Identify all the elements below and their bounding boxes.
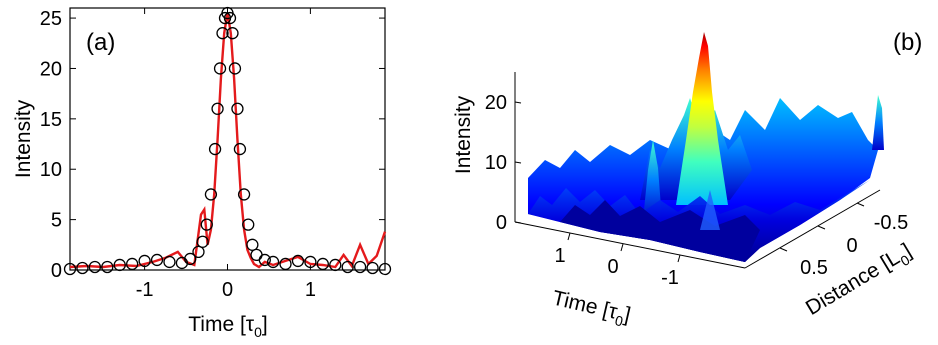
a-data-point bbox=[88, 260, 102, 274]
a-data-point bbox=[226, 27, 239, 40]
a-data-point bbox=[196, 235, 209, 248]
a-series bbox=[63, 6, 392, 276]
a-x-tick-label: 0 bbox=[222, 279, 233, 301]
a-y-tick-label: 25 bbox=[40, 8, 62, 30]
a-data-point bbox=[208, 142, 222, 156]
a-data-point bbox=[76, 261, 89, 275]
a-data-point bbox=[126, 257, 139, 271]
a-data-point bbox=[304, 255, 317, 269]
a-data-point bbox=[223, 11, 237, 25]
b-distance-tick bbox=[817, 225, 826, 230]
a-data-point bbox=[113, 258, 126, 272]
a-data-point bbox=[378, 262, 392, 276]
b-distance-tick-label: 0 bbox=[846, 235, 857, 257]
surface-main-peak bbox=[676, 32, 728, 205]
b-time-tick-label: 0 bbox=[607, 256, 618, 278]
b-time-tick bbox=[677, 254, 681, 263]
a-data-point bbox=[266, 255, 280, 269]
a-data-point bbox=[204, 188, 218, 201]
b-z-tick bbox=[514, 221, 522, 224]
a-y-tick-label: 20 bbox=[40, 58, 62, 80]
a-y-ticks: 0 5 10 15 20 25 bbox=[40, 8, 385, 282]
b-time-tick bbox=[620, 243, 624, 252]
a-data-point bbox=[200, 218, 213, 231]
b-time-axis-line bbox=[514, 221, 746, 269]
a-series-line bbox=[69, 12, 387, 269]
panel-b-label: (b) bbox=[893, 29, 922, 56]
axes-a-frame bbox=[69, 7, 386, 271]
b-z-tick-label: 0 bbox=[496, 212, 507, 234]
a-data-point bbox=[246, 238, 259, 251]
a-y-tick-label: 5 bbox=[51, 210, 62, 232]
a-data-point bbox=[63, 262, 77, 276]
surface-side-spike bbox=[643, 140, 662, 220]
b-time-tick-label: -1 bbox=[661, 267, 679, 289]
panel-a-label: (a) bbox=[86, 29, 115, 56]
b-distance-tick-label: 0.5 bbox=[800, 257, 828, 279]
a-data-point bbox=[192, 245, 205, 259]
b-z-axis-label: Intensity bbox=[452, 95, 475, 174]
b-z-tick-label: 20 bbox=[485, 92, 507, 114]
surface-front-tip bbox=[700, 190, 720, 230]
b-z-ticks: 0 10 20 bbox=[485, 92, 522, 234]
a-data-point bbox=[184, 252, 197, 266]
a-data-point bbox=[211, 102, 224, 115]
a-x-axis-label: Time [τ0] bbox=[188, 313, 268, 340]
a-data-point bbox=[341, 260, 354, 274]
b-distance-tick bbox=[779, 247, 788, 252]
a-data-point bbox=[228, 62, 242, 75]
a-data-point bbox=[366, 261, 379, 275]
a-x-tick-label: 1 bbox=[305, 279, 316, 301]
a-data-point bbox=[353, 260, 367, 274]
b-z-tick bbox=[514, 101, 522, 104]
a-data-point bbox=[329, 258, 342, 272]
a-y-tick-label: 10 bbox=[40, 159, 62, 181]
a-data-point bbox=[231, 102, 244, 115]
a-y-tick-label: 0 bbox=[51, 260, 62, 282]
a-data-point bbox=[242, 218, 255, 231]
a-data-point bbox=[150, 253, 164, 267]
a-data-point bbox=[291, 254, 305, 268]
a-data-point bbox=[101, 260, 114, 274]
a-y-tick-label: 15 bbox=[40, 109, 62, 131]
a-data-point bbox=[216, 27, 229, 40]
a-x-tick-label: -1 bbox=[136, 279, 154, 301]
a-data-point bbox=[316, 257, 329, 271]
b-distance-tick-label: -0.5 bbox=[874, 212, 908, 234]
b-z-tick-label: 10 bbox=[485, 152, 507, 174]
a-data-point bbox=[213, 62, 227, 75]
a-data-point bbox=[279, 257, 292, 271]
a-data-point bbox=[258, 253, 271, 267]
a-data-point bbox=[138, 254, 151, 268]
b-time-tick bbox=[567, 232, 571, 241]
surface-front-low bbox=[560, 200, 760, 262]
b-distance-tick bbox=[856, 202, 865, 207]
b-time-axis-label: Time [τ0] bbox=[549, 287, 633, 331]
panel-a: 0 5 10 15 20 25 -1 0 1 (a) Intensity Time [τ0] bbox=[12, 6, 392, 340]
b-time-ticks: 1 0 -1 bbox=[554, 232, 681, 289]
b-time-tick-label: 1 bbox=[554, 245, 565, 267]
a-y-axis-label: Intensity bbox=[12, 99, 35, 178]
a-data-point bbox=[237, 188, 251, 201]
a-data-point bbox=[233, 142, 247, 156]
b-distance-axis-label: Distance [L0] bbox=[802, 239, 918, 323]
a-data-point bbox=[163, 255, 176, 269]
surface-right-spike bbox=[872, 95, 884, 150]
b-z-tick bbox=[514, 161, 522, 164]
b-distance-ticks: -0.5 0 0.5 bbox=[779, 202, 908, 279]
